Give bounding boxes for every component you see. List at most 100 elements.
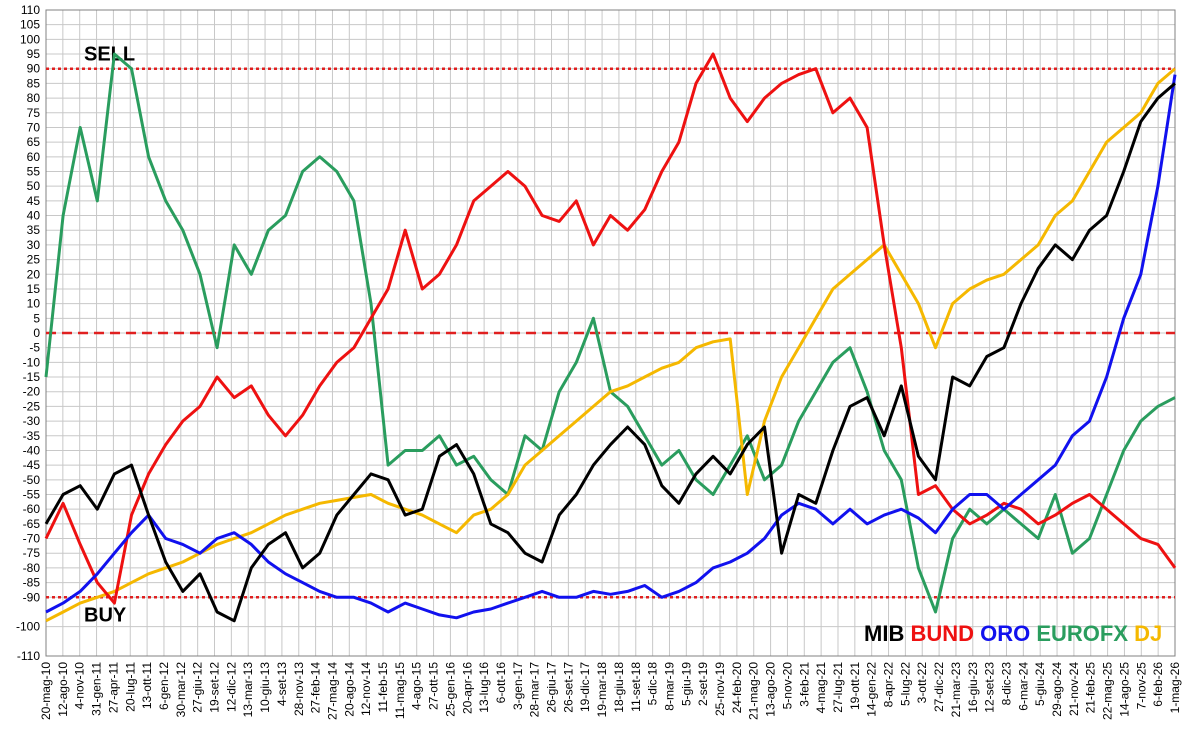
series-line-mib	[44, 82, 1176, 623]
x-tick-label: 26-set-17	[561, 662, 575, 713]
x-tick-label: 27-dic-22	[932, 662, 946, 712]
x-tick-label: 19-set-12	[208, 662, 222, 713]
x-tick-label: 16-giu-23	[966, 662, 980, 713]
legend-text: MIB BUND ORO EUROFX DJ	[864, 621, 1162, 646]
y-tick-label: -80	[23, 561, 41, 575]
x-tick-label: 26-giu-17	[545, 662, 559, 713]
x-tick-label: 4-set-13	[275, 662, 289, 706]
x-tick-label: 1-mag-26	[1168, 662, 1182, 714]
x-tick-label: 27-ott-15	[427, 662, 441, 710]
y-tick-label: 110	[21, 3, 40, 17]
x-tick-label: 8-apr-22	[882, 662, 896, 708]
x-tick-label: 20-ago-14	[342, 662, 356, 717]
x-tick-label: 29-ago-24	[1050, 662, 1064, 717]
x-tick-label: 5-giu-19	[679, 662, 693, 706]
x-tick-label: 20-lug-11	[123, 662, 137, 712]
y-tick-label: -75	[23, 546, 41, 560]
y-tick-label: 105	[20, 18, 40, 32]
y-tick-label: -65	[23, 517, 41, 531]
x-tick-label: 4-nov-10	[73, 662, 87, 710]
y-tick-label: -70	[23, 532, 41, 546]
x-tick-label: 13-ott-11	[140, 662, 154, 709]
y-tick-label: -45	[23, 458, 41, 472]
y-tick-label: -55	[23, 488, 41, 502]
x-tick-label: 5-giu-24	[1033, 662, 1047, 706]
y-tick-label: 40	[27, 209, 41, 223]
y-axis: -110-100-90-85-80-75-70-65-60-55-50-45-4…	[16, 3, 40, 663]
x-tick-label: 6-gen-12	[157, 662, 171, 710]
y-tick-label: -90	[23, 590, 41, 604]
x-tick-label: 30-mar-12	[174, 662, 188, 718]
x-tick-label: 31-gen-11	[90, 662, 104, 716]
y-tick-label: 20	[27, 267, 41, 281]
series-lines	[44, 52, 1177, 623]
y-tick-label: -5	[29, 341, 40, 355]
x-tick-label: 21-nov-24	[1067, 662, 1081, 716]
x-tick-label: 3-feb-21	[797, 662, 811, 707]
x-tick-label: 27-apr-11	[106, 662, 120, 713]
legend-entry-bund: BUND	[904, 621, 974, 646]
x-tick-label: 19-mar-18	[595, 662, 609, 718]
y-tick-label: 85	[27, 76, 41, 90]
x-tick-label: 25-gen-16	[443, 662, 457, 717]
x-tick-label: 27-lug-21	[831, 662, 845, 713]
y-tick-label: -110	[17, 649, 40, 663]
y-tick-label: 60	[27, 150, 41, 164]
x-tick-label: 6-feb-26	[1151, 662, 1165, 707]
y-tick-label: 75	[27, 106, 41, 120]
y-tick-label: -35	[23, 429, 41, 443]
x-tick-label: 21-mar-23	[949, 662, 963, 718]
x-tick-label: 18-giu-18	[612, 662, 626, 713]
x-tick-label: 13-lug-16	[477, 662, 491, 713]
y-tick-label: -60	[23, 502, 41, 516]
y-tick-label: -85	[23, 576, 41, 590]
y-tick-label: -25	[23, 399, 41, 413]
x-tick-label: 27-mag-14	[325, 662, 339, 720]
legend-entry-dj: DJ	[1128, 621, 1162, 646]
y-tick-label: 95	[27, 47, 41, 61]
y-tick-label: 5	[33, 311, 40, 325]
x-tick-label: 24-feb-20	[730, 662, 744, 714]
x-tick-label: 13-ago-20	[764, 662, 778, 717]
y-tick-label: 25	[27, 253, 41, 267]
x-tick-label: 21-feb-25	[1084, 662, 1098, 714]
legend-entry-mib: MIB	[864, 621, 904, 646]
x-tick-label: 5-dic-18	[646, 662, 660, 706]
x-tick-label: 25-nov-19	[713, 662, 727, 716]
series-line-oro	[45, 74, 1177, 620]
x-tick-label: 27-giu-12	[191, 662, 205, 713]
y-tick-label: -15	[23, 370, 41, 384]
x-tick-label: 5-nov-20	[780, 662, 794, 710]
reference-lines: SELL BUY	[46, 44, 1175, 626]
x-tick-label: 3-ott-22	[915, 662, 929, 704]
x-tick-label: 19-ott-21	[848, 662, 862, 710]
y-tick-label: 80	[27, 91, 41, 105]
y-tick-label: -30	[23, 414, 41, 428]
y-tick-label: 65	[27, 135, 41, 149]
y-tick-label: 15	[27, 282, 41, 296]
x-tick-label: 6-ott-16	[494, 662, 508, 704]
x-tick-label: 21-mag-20	[747, 662, 761, 720]
x-tick-label: 10-giu-13	[258, 662, 272, 713]
y-tick-label: 55	[27, 165, 41, 179]
x-tick-label: 12-set-23	[983, 662, 997, 713]
x-tick-label: 22-mag-25	[1101, 662, 1115, 720]
y-tick-label: 0	[33, 326, 40, 340]
x-tick-label: 11-mag-15	[393, 662, 407, 719]
x-tick-label: 4-ago-15	[410, 662, 424, 710]
series-line-bund	[44, 52, 1177, 605]
x-tick-label: 12-ago-10	[56, 662, 70, 717]
x-tick-label: 4-mag-21	[814, 662, 828, 714]
series-line-dj	[45, 67, 1176, 623]
legend-entry-eurofx: EUROFX	[1030, 621, 1128, 646]
x-tick-label: 2-set-19	[696, 662, 710, 706]
y-tick-label: -10	[23, 355, 41, 369]
x-tick-label: 3-gen-17	[511, 662, 525, 710]
legend: MIB BUND ORO EUROFX DJ	[864, 621, 1162, 646]
y-tick-label: -20	[23, 385, 41, 399]
buy-label: BUY	[84, 604, 127, 626]
x-tick-label: 20-apr-16	[460, 662, 474, 714]
y-tick-label: -50	[23, 473, 41, 487]
